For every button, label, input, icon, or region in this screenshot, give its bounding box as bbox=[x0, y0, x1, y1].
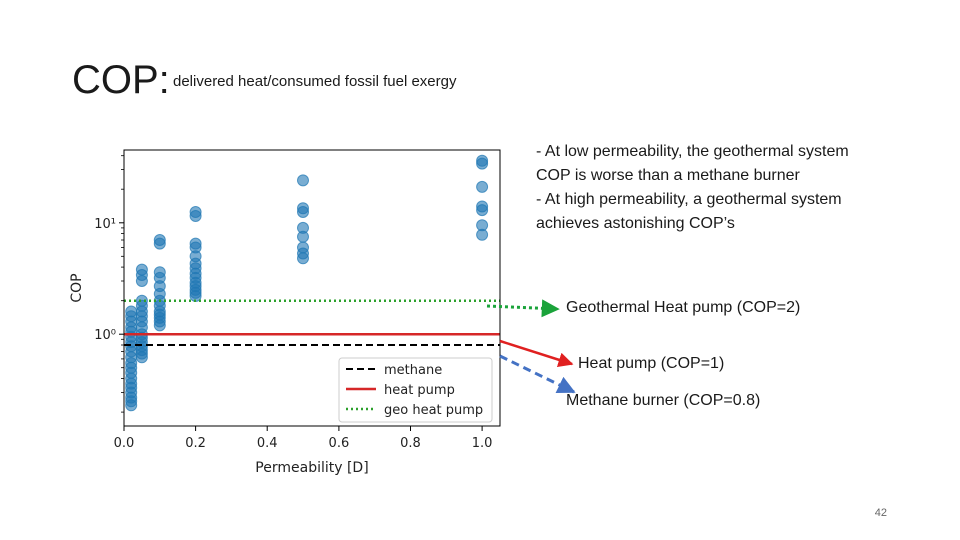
arrow-geo-heat-pump bbox=[486, 299, 560, 318]
x-tick-label: 0.8 bbox=[400, 436, 421, 451]
data-point bbox=[476, 157, 489, 170]
slide-title: COP: bbox=[72, 58, 170, 102]
reference-lines bbox=[124, 299, 500, 346]
data-point bbox=[297, 230, 309, 243]
x-tick-label: 0.6 bbox=[329, 436, 350, 451]
arrow-heat-pump bbox=[499, 339, 574, 368]
data-point bbox=[297, 252, 309, 265]
arrow-methane-burner bbox=[499, 354, 576, 394]
data-point bbox=[135, 275, 148, 287]
data-point bbox=[476, 204, 489, 217]
data-points bbox=[125, 154, 489, 412]
data-point bbox=[153, 319, 166, 332]
data-point bbox=[476, 228, 489, 241]
x-axis-label: Permeability [D] bbox=[255, 460, 368, 476]
x-tick-label: 0.0 bbox=[114, 436, 135, 451]
x-tick-label: 0.4 bbox=[257, 436, 278, 451]
data-point bbox=[189, 210, 202, 222]
data-point bbox=[297, 206, 309, 218]
data-point bbox=[297, 174, 309, 187]
page-number: 42 bbox=[874, 507, 887, 519]
y-axis-label: COP bbox=[69, 273, 85, 302]
slide-subtitle: delivered heat/consumed fossil fuel exer… bbox=[173, 73, 457, 90]
x-tick-label: 0.2 bbox=[185, 436, 206, 451]
axis-ticks: 0.0 0.2 0.4 0.6 0.8 1.0 10⁰ 10¹ bbox=[94, 155, 493, 451]
data-point bbox=[135, 351, 148, 364]
note-high-permeability: - At high permeability, a geothermal sys… bbox=[536, 191, 842, 232]
data-point bbox=[125, 399, 138, 412]
x-tick-label: 1.0 bbox=[472, 436, 493, 451]
plot-frame bbox=[123, 149, 501, 427]
data-point bbox=[153, 237, 166, 250]
y-tick-label: 10⁰ bbox=[94, 328, 116, 343]
legend-label-methane: methane bbox=[384, 363, 442, 378]
callout-geothermal-heat-pump: Geothermal Heat pump (COP=2) bbox=[566, 299, 801, 316]
callout-heat-pump: Heat pump (COP=1) bbox=[578, 355, 725, 372]
note-low-permeability: - At low permeability, the geothermal sy… bbox=[536, 143, 849, 184]
legend-label-geo-heat-pump: geo heat pump bbox=[384, 403, 483, 418]
y-tick-label: 10¹ bbox=[94, 217, 116, 232]
legend-label-heat-pump: heat pump bbox=[384, 383, 455, 398]
legend: methane heat pump geo heat pump bbox=[338, 357, 493, 423]
callout-methane-burner: Methane burner (COP=0.8) bbox=[566, 392, 761, 409]
data-point bbox=[476, 180, 489, 193]
legend-box bbox=[338, 357, 493, 423]
slide-notes: - At low permeability, the geothermal sy… bbox=[536, 140, 866, 236]
